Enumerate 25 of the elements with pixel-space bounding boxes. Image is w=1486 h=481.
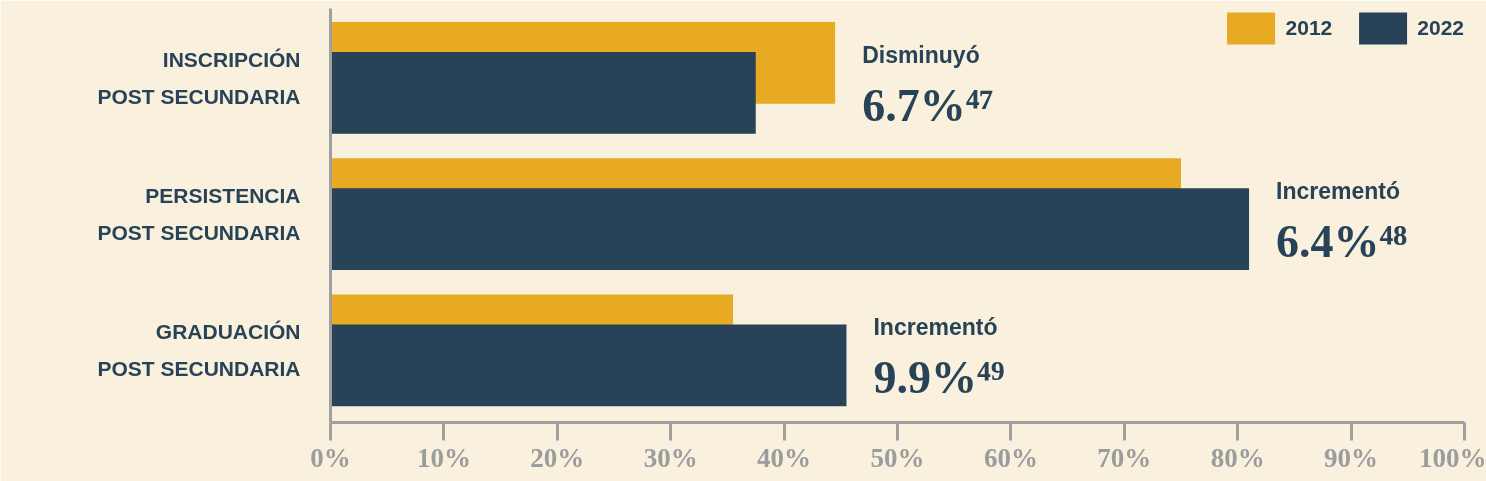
annotation: 6.4%⁴⁸ xyxy=(1276,215,1408,267)
y-tick-label: GRADUACIÓN POST SECUNDARIA xyxy=(97,320,301,381)
bar xyxy=(330,324,847,407)
annotation: Disminuyó xyxy=(862,41,980,68)
annotation: 9.9%⁴⁹ xyxy=(873,352,1005,404)
bar xyxy=(330,188,1250,270)
x-tick-label: 90% xyxy=(1324,442,1379,473)
annotation: Incrementó xyxy=(873,314,998,341)
y-tick-label: PERSISTENCIA POST SECUNDARIA xyxy=(97,184,301,245)
legend-label: 2012 xyxy=(1285,16,1333,40)
x-tick-label: 0% xyxy=(310,442,351,473)
x-tick-label: 70% xyxy=(1097,442,1152,473)
x-tick-label: 30% xyxy=(643,442,698,473)
annotation: Incrementó xyxy=(1276,177,1401,204)
bar xyxy=(330,52,756,134)
x-tick-label: 40% xyxy=(757,442,812,473)
x-tick-label: 50% xyxy=(870,442,925,473)
x-tick-label: 100% xyxy=(1419,442,1486,473)
x-tick-label: 20% xyxy=(530,442,585,473)
annotation: 6.7%⁴⁷ xyxy=(862,79,994,131)
x-tick-label: 10% xyxy=(416,442,471,473)
x-tick-label: 60% xyxy=(983,442,1038,473)
x-tick-label: 80% xyxy=(1210,442,1265,473)
y-tick-label: INSCRIPCIÓN POST SECUNDARIA xyxy=(97,48,301,108)
legend-label: 2022 xyxy=(1417,16,1464,40)
